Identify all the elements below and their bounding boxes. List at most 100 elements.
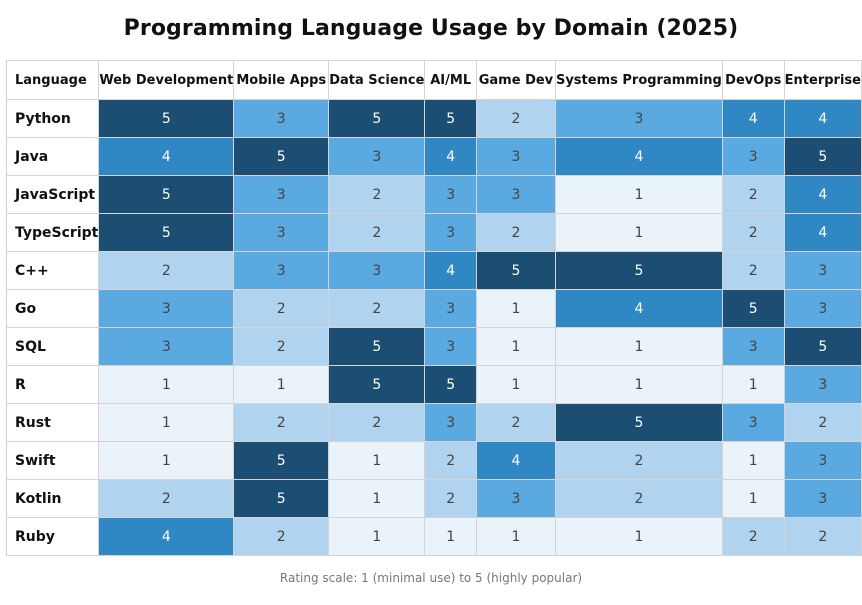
heatmap-cell: 1 [721,441,785,480]
table-row: JavaScript 5 3 2 3 3 1 2 4 [5,175,862,214]
heatmap-cell: 2 [424,479,477,518]
heatmap-cell: 2 [98,251,235,290]
table-row: SQL 3 2 5 3 1 1 3 5 [5,327,862,366]
heatmap-cell: 5 [554,403,723,442]
heatmap-cell: 2 [554,441,723,480]
heatmap-cell: 2 [783,517,862,556]
heatmap-cell: 2 [475,403,556,442]
table-row: Go 3 2 2 3 1 4 5 3 [5,289,862,328]
table-row: TypeScript 5 3 2 3 2 1 2 4 [5,213,862,252]
heatmap-cell: 1 [98,403,235,442]
heatmap-cell: 4 [475,441,556,480]
heatmap-cell: 3 [721,137,785,176]
row-label: Java [5,137,100,176]
heatmap-cell: 3 [328,137,426,176]
heatmap-cell: 1 [554,327,723,366]
heatmap-cell: 3 [233,175,330,214]
heatmap-cell: 5 [98,99,235,138]
column-header-mobile-apps: Mobile Apps [233,60,330,100]
heatmap-cell: 5 [328,327,426,366]
heatmap-cell: 2 [554,479,723,518]
heatmap-cell: 3 [554,99,723,138]
heatmap-cell: 1 [475,327,556,366]
heatmap-cell: 1 [554,365,723,404]
heatmap-cell: 1 [328,517,426,556]
heatmap-cell: 2 [721,251,785,290]
row-label: TypeScript [5,213,100,252]
heatmap-cell: 2 [721,517,785,556]
heatmap-cell: 5 [424,99,477,138]
row-label: JavaScript [5,175,100,214]
heatmap-body: Python 5 3 5 5 2 3 4 4 Java 4 5 3 4 3 4 3 5 JavaScript 5 3 2 3… [5,99,862,556]
heatmap-cell: 5 [233,479,330,518]
heatmap-cell: 1 [475,365,556,404]
heatmap-cell: 5 [783,137,862,176]
row-label: Python [5,99,100,138]
column-header-data-science: Data Science [328,60,426,100]
heatmap-cell: 2 [328,403,426,442]
heatmap-cell: 4 [98,137,235,176]
chart-title: Programming Language Usage by Domain (20… [123,16,739,41]
heatmap-cell: 5 [424,365,477,404]
table-row: Swift 1 5 1 2 4 2 1 3 [5,441,862,480]
table-row: Rust 1 2 2 3 2 5 3 2 [5,403,862,442]
heatmap-cell: 3 [721,403,785,442]
heatmap-cell: 2 [233,327,330,366]
heatmap-cell: 1 [475,289,556,328]
column-header-ai-ml: AI/ML [424,60,477,100]
heatmap-cell: 5 [475,251,556,290]
row-label: R [5,365,100,404]
heatmap-cell: 3 [233,251,330,290]
column-header-web-development: Web Development [98,60,235,100]
row-label: Ruby [5,517,100,556]
heatmap-cell: 3 [424,175,477,214]
heatmap-cell: 4 [424,251,477,290]
heatmap-cell: 5 [783,327,862,366]
heatmap-cell: 3 [98,289,235,328]
heatmap-cell: 5 [328,365,426,404]
heatmap-cell: 3 [475,479,556,518]
heatmap-cell: 5 [233,137,330,176]
heatmap-cell: 2 [424,441,477,480]
heatmap-cell: 4 [554,289,723,328]
header-row: Language Web Development Mobile Apps Data … [5,60,862,100]
heatmap-cell: 3 [424,213,477,252]
heatmap-cell: 5 [328,99,426,138]
heatmap-cell: 2 [328,175,426,214]
heatmap-cell: 1 [98,365,235,404]
rating-scale-footnote: Rating scale: 1 (minimal use) to 5 (high… [279,571,583,585]
heatmap-cell: 2 [721,175,785,214]
table-row: C++ 2 3 3 4 5 5 2 3 [5,251,862,290]
heatmap-cell: 1 [98,441,235,480]
heatmap-cell: 3 [783,441,862,480]
heatmap-cell: 3 [98,327,235,366]
heatmap-cell: 2 [328,213,426,252]
heatmap-cell: 4 [783,175,862,214]
heatmap-cell: 1 [721,479,785,518]
heatmap-cell: 5 [98,175,235,214]
heatmap-cell: 1 [475,517,556,556]
heatmap-cell: 1 [328,441,426,480]
heatmap-cell: 3 [783,289,862,328]
heatmap-cell: 2 [98,479,235,518]
heatmap-cell: 4 [554,137,723,176]
heatmap-cell: 3 [424,327,477,366]
row-label: SQL [5,327,100,366]
row-label: C++ [5,251,100,290]
heatmap-cell: 2 [783,403,862,442]
table-row: Python 5 3 5 5 2 3 4 4 [5,99,862,138]
heatmap-cell: 3 [233,213,330,252]
column-header-enterprise: Enterprise [783,60,862,100]
heatmap-cell: 1 [554,175,723,214]
heatmap-cell: 2 [233,517,330,556]
table-row: Kotlin 2 5 1 2 3 2 1 3 [5,479,862,518]
heatmap-cell: 2 [475,99,556,138]
heatmap-cell: 4 [424,137,477,176]
heatmap-cell: 5 [721,289,785,328]
heatmap-cell: 2 [721,213,785,252]
table-row: Java 4 5 3 4 3 4 3 5 [5,137,862,176]
heatmap-cell: 1 [554,213,723,252]
heatmap-cell: 3 [783,365,862,404]
heatmap-cell: 3 [475,175,556,214]
